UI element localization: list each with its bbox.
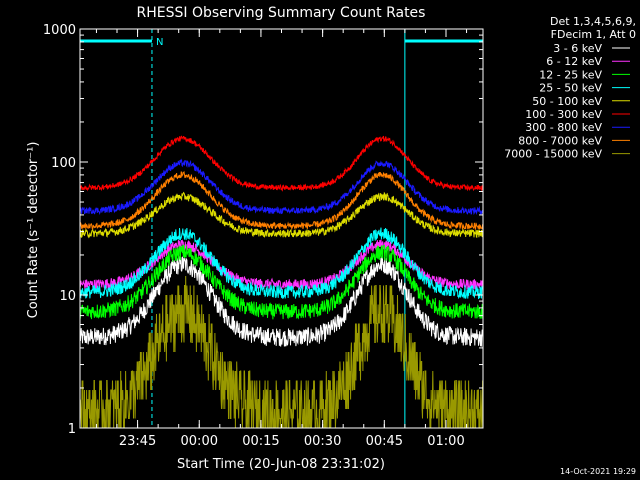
x-tick-label: 00:00 <box>181 434 218 449</box>
x-tick-label: 23:45 <box>119 434 156 449</box>
legend-label-3: 25 - 50 keV <box>539 82 602 95</box>
timestamp: 14-Oct-2021 19:29 <box>560 467 636 476</box>
series-line-5 <box>79 135 484 192</box>
series-line-1 <box>79 239 484 291</box>
legend-label-4: 50 - 100 keV <box>532 95 602 108</box>
legend-label-6: 300 - 800 keV <box>525 121 602 134</box>
y-axis-label: Count Rate (s⁻¹ detector⁻¹) <box>26 142 41 319</box>
legend-label-1: 6 - 12 keV <box>546 55 602 68</box>
y-tick-label: 100 <box>51 156 76 171</box>
y-tick-label: 1000 <box>43 23 76 38</box>
legend-label-2: 12 - 25 keV <box>539 68 602 81</box>
legend-label-8: 7000 - 15000 keV <box>504 148 602 161</box>
night-annotation-n: N <box>156 37 163 48</box>
legend-label-7: 800 - 7000 keV <box>518 134 602 147</box>
legend-label-5: 100 - 300 keV <box>525 108 602 121</box>
x-tick-label: 00:45 <box>366 434 403 449</box>
series-line-6 <box>79 158 484 216</box>
series-line-0 <box>79 256 484 347</box>
y-tick-label: 10 <box>59 289 76 304</box>
chart-title: RHESSI Observing Summary Count Rates <box>137 5 426 21</box>
x-tick-label: 01:00 <box>427 434 464 449</box>
series-line-8 <box>79 275 484 429</box>
y-tick-label: 1 <box>68 422 76 437</box>
series-line-7 <box>79 170 484 231</box>
series-line-2 <box>79 244 484 320</box>
legend-label-0: 3 - 6 keV <box>553 42 602 55</box>
series-line-4 <box>79 191 484 239</box>
series-line-3 <box>79 227 484 300</box>
x-tick-label: 00:15 <box>242 434 279 449</box>
axis-ticks: 23:45 00:00 00:15 00:30 00:45 01:00 1 10 100 1000 <box>43 23 483 449</box>
series-lines <box>79 135 484 429</box>
x-tick-label: 00:30 <box>304 434 341 449</box>
legend-header-line-1: Det 1,3,4,5,6,9, <box>550 15 636 28</box>
legend-header-line-2: FDecim 1, Att 0 <box>551 28 636 41</box>
x-axis-label: Start Time (20-Jun-08 23:31:02) <box>177 457 385 472</box>
